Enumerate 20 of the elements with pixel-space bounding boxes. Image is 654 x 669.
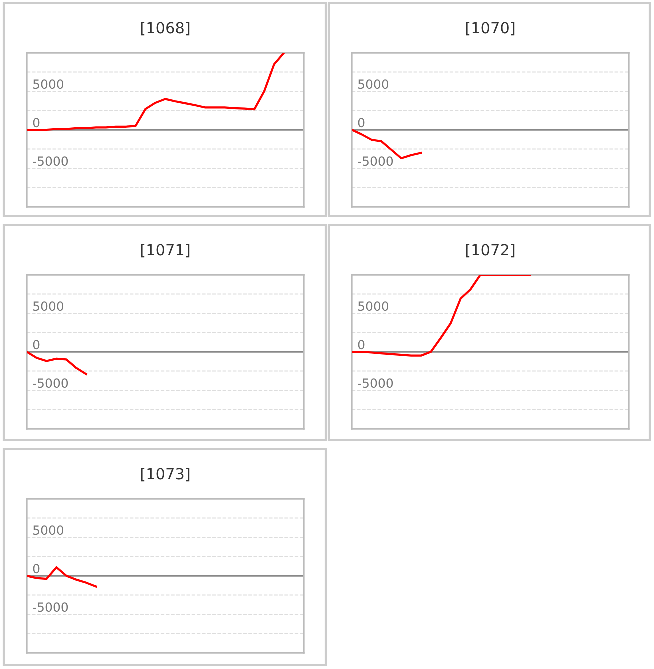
y-tick-label: -5000 [33, 602, 68, 612]
y-tick-label: 5000 [34, 302, 64, 312]
y-tick-label: 0 [33, 564, 40, 574]
chart-title: [1073] [141, 468, 190, 482]
y-tick-label: -5000 [33, 156, 68, 166]
y-tick-label: 0 [33, 340, 40, 350]
y-tick-label: 0 [358, 118, 365, 128]
y-tick-label: 5000 [34, 526, 64, 536]
y-tick-label: 0 [358, 340, 365, 350]
y-tick-label: 5000 [358, 302, 389, 312]
chart-title: [1068] [141, 22, 190, 36]
chart-title: [1071] [141, 244, 190, 258]
y-tick-label: -5000 [358, 378, 394, 388]
y-tick-label: 0 [33, 118, 40, 128]
y-tick-label: -5000 [33, 378, 68, 388]
chart-title: [1070] [466, 22, 515, 36]
y-tick-label: -5000 [358, 156, 394, 166]
y-tick-label: 5000 [34, 80, 64, 90]
y-tick-label: 5000 [358, 80, 389, 90]
chart-title: [1072] [466, 244, 515, 258]
